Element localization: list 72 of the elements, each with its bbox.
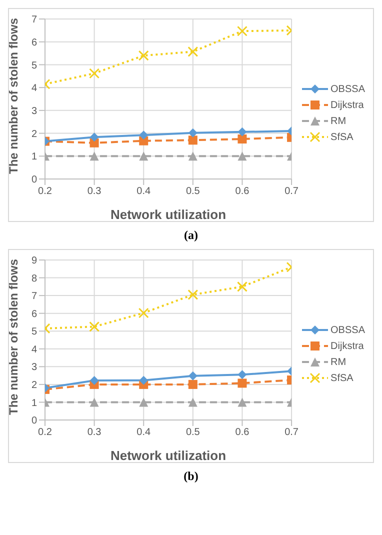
point [238, 370, 247, 380]
point [90, 398, 99, 407]
y-tick-label: 1 [31, 398, 38, 409]
legend-label: Dijkstra [330, 340, 364, 352]
x-tick-label: 0.3 [87, 427, 102, 438]
point [139, 398, 148, 407]
point [89, 321, 100, 332]
y-tick-label: 3 [31, 106, 38, 117]
x-tick-label: 0.3 [87, 186, 102, 198]
text: (b) [182, 469, 200, 484]
point [139, 130, 148, 140]
x-tick-label: 0.4 [136, 186, 151, 198]
legend-label: Dijkstra [330, 100, 364, 110]
y-tick-label: 4 [31, 344, 38, 356]
legend-label: RM [330, 356, 346, 368]
x-tick-label: 0.7 [284, 427, 299, 438]
point [139, 152, 148, 161]
y-tick-label: 3 [31, 362, 38, 374]
x-tick-label: 0.5 [186, 186, 200, 198]
y-axis-title: The number of stolen flows [6, 18, 20, 174]
point [89, 68, 100, 79]
point [188, 380, 198, 389]
y-tick-label: 7 [31, 14, 38, 26]
legend-label: OBSSA [330, 84, 365, 94]
legend-label: SfSA [330, 132, 354, 142]
point [238, 134, 247, 144]
point [188, 46, 198, 57]
point [188, 136, 198, 145]
legend-label: RM [330, 116, 346, 126]
legend-label: OBSSA [330, 324, 365, 336]
point [238, 398, 247, 407]
point [236, 26, 248, 36]
point [236, 281, 248, 292]
x-axis-title: Network utilization [110, 448, 226, 463]
y-tick-label: 6 [31, 308, 38, 320]
point [90, 376, 99, 386]
point [238, 378, 247, 388]
y-tick-label: 0 [31, 416, 38, 427]
x-tick-label: 0.2 [38, 186, 52, 198]
point [138, 50, 149, 61]
y-tick-label: 2 [31, 128, 38, 140]
point [188, 371, 198, 380]
point [90, 132, 99, 142]
point [188, 398, 198, 407]
text: (a) [183, 228, 199, 243]
x-tick-label: 0.4 [136, 427, 151, 438]
point [238, 127, 247, 136]
y-tick-label: 5 [31, 326, 38, 338]
point [188, 152, 198, 161]
y-tick-label: 1 [31, 152, 38, 163]
legend-label: SfSA [330, 372, 354, 384]
y-tick-label: 5 [31, 60, 38, 72]
point [90, 152, 99, 161]
x-tick-label: 0.6 [235, 186, 250, 198]
x-tick-label: 0.5 [186, 427, 200, 438]
x-axis-title: Network utilization [110, 207, 226, 222]
point [238, 152, 247, 161]
x-tick-label: 0.6 [235, 427, 250, 438]
point [138, 308, 149, 318]
point [188, 289, 198, 300]
y-tick-label: 9 [31, 256, 38, 267]
y-tick-label: 2 [31, 380, 38, 391]
y-axis-title: The number of stolen flows [6, 258, 20, 415]
y-tick-label: 8 [31, 273, 38, 284]
y-tick-label: 0 [31, 174, 38, 186]
point [139, 376, 148, 385]
x-tick-label: 0.7 [284, 186, 299, 198]
y-tick-label: 6 [31, 37, 38, 48]
point [188, 128, 198, 138]
y-tick-label: 7 [31, 291, 38, 302]
x-tick-label: 0.2 [38, 427, 52, 438]
y-tick-label: 4 [31, 83, 38, 94]
